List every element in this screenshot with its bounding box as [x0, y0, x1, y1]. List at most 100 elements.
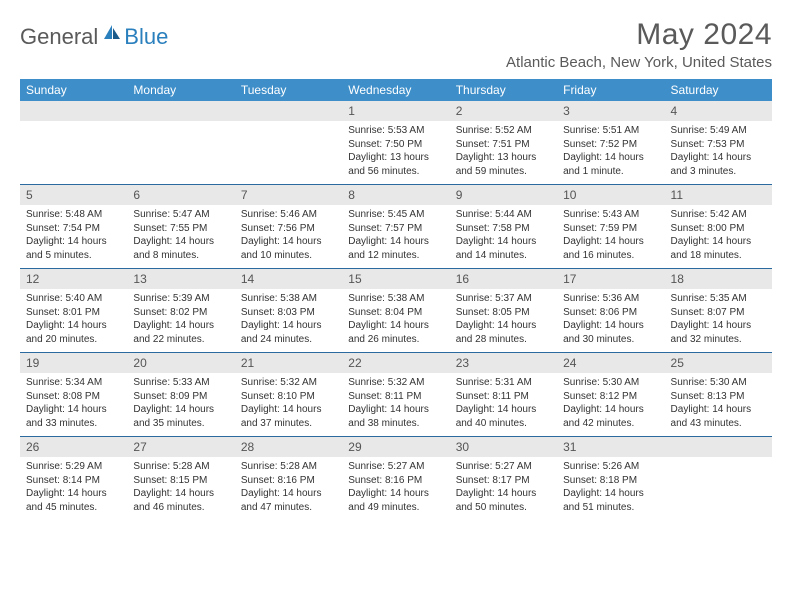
- day-body: Sunrise: 5:29 AMSunset: 8:14 PMDaylight:…: [20, 457, 127, 520]
- day-cell: 25Sunrise: 5:30 AMSunset: 8:13 PMDayligh…: [665, 353, 772, 437]
- day-cell: 22Sunrise: 5:32 AMSunset: 8:11 PMDayligh…: [342, 353, 449, 437]
- day-number: 2: [450, 101, 557, 121]
- day-body: Sunrise: 5:30 AMSunset: 8:13 PMDaylight:…: [665, 373, 772, 436]
- day-number-empty: [127, 101, 234, 121]
- day-cell: 1Sunrise: 5:53 AMSunset: 7:50 PMDaylight…: [342, 101, 449, 185]
- day-body: Sunrise: 5:26 AMSunset: 8:18 PMDaylight:…: [557, 457, 664, 520]
- day-body: Sunrise: 5:36 AMSunset: 8:06 PMDaylight:…: [557, 289, 664, 352]
- day-cell: 9Sunrise: 5:44 AMSunset: 7:58 PMDaylight…: [450, 185, 557, 269]
- calendar-body: 1Sunrise: 5:53 AMSunset: 7:50 PMDaylight…: [20, 101, 772, 520]
- weekday-header: Saturday: [665, 79, 772, 101]
- week-row: 26Sunrise: 5:29 AMSunset: 8:14 PMDayligh…: [20, 437, 772, 521]
- day-body: Sunrise: 5:40 AMSunset: 8:01 PMDaylight:…: [20, 289, 127, 352]
- day-body: Sunrise: 5:27 AMSunset: 8:17 PMDaylight:…: [450, 457, 557, 520]
- day-number: 5: [20, 185, 127, 205]
- day-body: Sunrise: 5:27 AMSunset: 8:16 PMDaylight:…: [342, 457, 449, 520]
- day-body: Sunrise: 5:31 AMSunset: 8:11 PMDaylight:…: [450, 373, 557, 436]
- day-number: 24: [557, 353, 664, 373]
- day-cell: 24Sunrise: 5:30 AMSunset: 8:12 PMDayligh…: [557, 353, 664, 437]
- day-cell: 5Sunrise: 5:48 AMSunset: 7:54 PMDaylight…: [20, 185, 127, 269]
- day-number: 29: [342, 437, 449, 457]
- day-number: 14: [235, 269, 342, 289]
- day-body: Sunrise: 5:35 AMSunset: 8:07 PMDaylight:…: [665, 289, 772, 352]
- day-number: 28: [235, 437, 342, 457]
- day-cell: 31Sunrise: 5:26 AMSunset: 8:18 PMDayligh…: [557, 437, 664, 521]
- day-number: 23: [450, 353, 557, 373]
- day-body: Sunrise: 5:43 AMSunset: 7:59 PMDaylight:…: [557, 205, 664, 268]
- day-cell: 14Sunrise: 5:38 AMSunset: 8:03 PMDayligh…: [235, 269, 342, 353]
- day-number-empty: [235, 101, 342, 121]
- day-cell: 8Sunrise: 5:45 AMSunset: 7:57 PMDaylight…: [342, 185, 449, 269]
- day-cell: 28Sunrise: 5:28 AMSunset: 8:16 PMDayligh…: [235, 437, 342, 521]
- day-cell: 18Sunrise: 5:35 AMSunset: 8:07 PMDayligh…: [665, 269, 772, 353]
- day-cell: 12Sunrise: 5:40 AMSunset: 8:01 PMDayligh…: [20, 269, 127, 353]
- day-body: Sunrise: 5:46 AMSunset: 7:56 PMDaylight:…: [235, 205, 342, 268]
- day-body: Sunrise: 5:49 AMSunset: 7:53 PMDaylight:…: [665, 121, 772, 184]
- day-number: 31: [557, 437, 664, 457]
- day-number: 15: [342, 269, 449, 289]
- day-number: 20: [127, 353, 234, 373]
- day-cell: [127, 101, 234, 185]
- day-body: Sunrise: 5:30 AMSunset: 8:12 PMDaylight:…: [557, 373, 664, 436]
- weekday-header: Wednesday: [342, 79, 449, 101]
- week-row: 12Sunrise: 5:40 AMSunset: 8:01 PMDayligh…: [20, 269, 772, 353]
- day-number: 7: [235, 185, 342, 205]
- day-number: 26: [20, 437, 127, 457]
- weekday-header: Sunday: [20, 79, 127, 101]
- weekday-header: Tuesday: [235, 79, 342, 101]
- day-body: Sunrise: 5:52 AMSunset: 7:51 PMDaylight:…: [450, 121, 557, 184]
- day-number: 27: [127, 437, 234, 457]
- day-number: 17: [557, 269, 664, 289]
- day-cell: 17Sunrise: 5:36 AMSunset: 8:06 PMDayligh…: [557, 269, 664, 353]
- day-body: Sunrise: 5:32 AMSunset: 8:10 PMDaylight:…: [235, 373, 342, 436]
- calendar-table: SundayMondayTuesdayWednesdayThursdayFrid…: [20, 79, 772, 520]
- day-number: 3: [557, 101, 664, 121]
- day-cell: 6Sunrise: 5:47 AMSunset: 7:55 PMDaylight…: [127, 185, 234, 269]
- day-cell: 23Sunrise: 5:31 AMSunset: 8:11 PMDayligh…: [450, 353, 557, 437]
- day-cell: 30Sunrise: 5:27 AMSunset: 8:17 PMDayligh…: [450, 437, 557, 521]
- day-cell: [665, 437, 772, 521]
- day-number: 25: [665, 353, 772, 373]
- day-body: Sunrise: 5:42 AMSunset: 8:00 PMDaylight:…: [665, 205, 772, 268]
- day-cell: 7Sunrise: 5:46 AMSunset: 7:56 PMDaylight…: [235, 185, 342, 269]
- day-number-empty: [20, 101, 127, 121]
- day-cell: 27Sunrise: 5:28 AMSunset: 8:15 PMDayligh…: [127, 437, 234, 521]
- day-body-empty: [127, 121, 234, 177]
- day-number: 22: [342, 353, 449, 373]
- day-cell: 21Sunrise: 5:32 AMSunset: 8:10 PMDayligh…: [235, 353, 342, 437]
- day-cell: [235, 101, 342, 185]
- day-cell: [20, 101, 127, 185]
- month-title: May 2024: [506, 18, 772, 52]
- day-cell: 11Sunrise: 5:42 AMSunset: 8:00 PMDayligh…: [665, 185, 772, 269]
- week-row: 19Sunrise: 5:34 AMSunset: 8:08 PMDayligh…: [20, 353, 772, 437]
- day-cell: 26Sunrise: 5:29 AMSunset: 8:14 PMDayligh…: [20, 437, 127, 521]
- day-body: Sunrise: 5:28 AMSunset: 8:16 PMDaylight:…: [235, 457, 342, 520]
- weekday-header-row: SundayMondayTuesdayWednesdayThursdayFrid…: [20, 79, 772, 101]
- day-body: Sunrise: 5:48 AMSunset: 7:54 PMDaylight:…: [20, 205, 127, 268]
- day-body: Sunrise: 5:47 AMSunset: 7:55 PMDaylight:…: [127, 205, 234, 268]
- day-body: Sunrise: 5:33 AMSunset: 8:09 PMDaylight:…: [127, 373, 234, 436]
- header-right: May 2024 Atlantic Beach, New York, Unite…: [506, 18, 772, 71]
- day-number: 1: [342, 101, 449, 121]
- brand-part2: Blue: [124, 24, 168, 50]
- day-body: Sunrise: 5:45 AMSunset: 7:57 PMDaylight:…: [342, 205, 449, 268]
- day-number: 11: [665, 185, 772, 205]
- day-body: Sunrise: 5:44 AMSunset: 7:58 PMDaylight:…: [450, 205, 557, 268]
- day-cell: 4Sunrise: 5:49 AMSunset: 7:53 PMDaylight…: [665, 101, 772, 185]
- day-number: 8: [342, 185, 449, 205]
- page-header: General Blue May 2024 Atlantic Beach, Ne…: [20, 18, 772, 71]
- day-body: Sunrise: 5:34 AMSunset: 8:08 PMDaylight:…: [20, 373, 127, 436]
- day-number-empty: [665, 437, 772, 457]
- day-number: 16: [450, 269, 557, 289]
- week-row: 5Sunrise: 5:48 AMSunset: 7:54 PMDaylight…: [20, 185, 772, 269]
- day-body: Sunrise: 5:38 AMSunset: 8:03 PMDaylight:…: [235, 289, 342, 352]
- location-text: Atlantic Beach, New York, United States: [506, 54, 772, 71]
- brand-part1: General: [20, 24, 98, 50]
- day-cell: 29Sunrise: 5:27 AMSunset: 8:16 PMDayligh…: [342, 437, 449, 521]
- day-number: 9: [450, 185, 557, 205]
- brand-logo: General Blue: [20, 24, 168, 50]
- week-row: 1Sunrise: 5:53 AMSunset: 7:50 PMDaylight…: [20, 101, 772, 185]
- weekday-header: Monday: [127, 79, 234, 101]
- day-number: 12: [20, 269, 127, 289]
- day-number: 30: [450, 437, 557, 457]
